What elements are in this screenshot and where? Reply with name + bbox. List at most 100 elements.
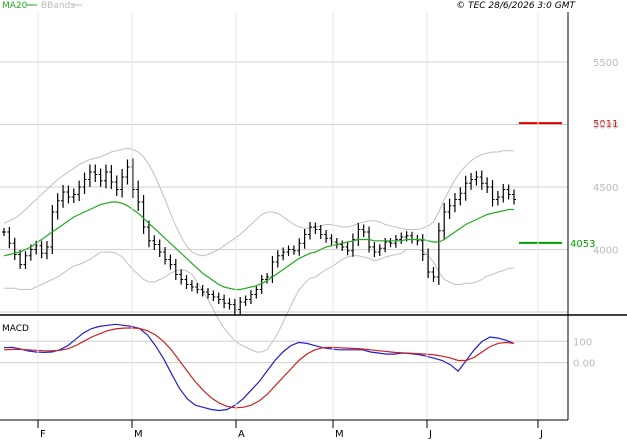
macd-title: MACD (2, 324, 29, 334)
ohlc-bar (157, 239, 162, 257)
ohlc-bar (377, 244, 382, 256)
ohlc-bar (270, 256, 275, 283)
ohlc-bar (87, 164, 92, 187)
ohlc-bar (479, 170, 484, 190)
ohlc-bar (361, 224, 366, 237)
ohlc-bar (490, 180, 495, 207)
ohlc-bar (136, 180, 141, 211)
ohlc-bar (39, 240, 44, 259)
ohlc-bar (7, 227, 12, 249)
ohlc-bar (485, 177, 490, 193)
ma20-line (3, 201, 514, 291)
ohlc-bar (71, 188, 76, 203)
ohlc-bar (297, 238, 302, 256)
ohlc-bar (120, 169, 125, 198)
ohlc-bar (227, 298, 232, 310)
ohlc-bar (222, 294, 227, 309)
ohlc-bar (179, 269, 184, 285)
ohlc-bar (184, 275, 189, 289)
ohlc-bar (281, 247, 286, 261)
ohlc-bar (206, 288, 210, 299)
ma20-path (3, 201, 514, 291)
ohlc-bar (463, 175, 468, 201)
macd-axis: 100 0.00 (573, 337, 595, 369)
bband-lower (4, 249, 514, 353)
ohlc-bar (173, 259, 178, 280)
price-tick-label: 4000 (593, 246, 618, 257)
ohlc-bar (211, 290, 216, 301)
ohlc-bar (275, 250, 280, 268)
ohlc-bar (259, 275, 264, 294)
ohlc-bar (130, 158, 135, 198)
ohlc-bar (265, 273, 270, 284)
ohlc-bar (388, 238, 393, 248)
macd-line (3, 323, 515, 412)
ohlc-bar (334, 238, 339, 249)
ohlc-bar (350, 233, 355, 257)
ohlc-bar (442, 203, 447, 240)
ohlc-bar (44, 241, 49, 260)
ohlc-bar (238, 297, 243, 315)
ohlc-bar (469, 173, 474, 190)
ohlc-bar (243, 295, 248, 306)
price-tick-label: 4500 (593, 183, 618, 194)
ohlc-bar (415, 235, 420, 246)
time-tick-label: A (238, 429, 245, 440)
legend-bbands: BBands (41, 1, 75, 11)
ohlc-bar (506, 184, 511, 200)
ohlc-bar (152, 235, 157, 250)
ohlc-bar (2, 228, 6, 236)
ohlc-bar (125, 159, 130, 185)
ohlc-bar (77, 180, 82, 201)
price-tick-label: 5500 (593, 58, 618, 69)
ohlc-bar (216, 292, 221, 304)
price-axis: 5500 5000 4500 4000 (593, 58, 618, 257)
ohlc-bar (61, 185, 66, 208)
time-tick-label: M (134, 429, 143, 440)
price-grid (0, 61, 568, 313)
ohlc-bars (2, 158, 516, 315)
ohlc-bar (410, 231, 414, 244)
ohlc-bar (50, 205, 55, 254)
ohlc-bar (98, 168, 103, 187)
ohlc-bar (318, 225, 323, 239)
bband-upper (3, 147, 514, 257)
ohlc-bar (82, 172, 87, 194)
ohlc-bar (163, 247, 168, 265)
ohlc-bar (168, 254, 173, 270)
ohlc-bar (399, 232, 404, 244)
ohlc-bar (372, 242, 377, 257)
ohlc-bar (23, 251, 28, 269)
ohlc-bar (66, 185, 71, 204)
ohlc-bar (308, 222, 312, 240)
ohlc-bar (195, 283, 200, 294)
ohlc-bar (447, 198, 452, 219)
ohlc-bar (458, 187, 463, 206)
macd-grid (0, 340, 568, 364)
ohlc-bar (501, 184, 506, 203)
ohlc-bar (104, 164, 108, 189)
ohlc-bar (141, 195, 146, 234)
ohlc-bar (109, 165, 114, 189)
ohlc-bar (254, 285, 259, 299)
ohlc-bar (313, 222, 318, 234)
ohlc-bar (356, 223, 361, 246)
price-tick-label: 5000 (593, 121, 618, 132)
ohlc-bar (146, 220, 151, 248)
ohlc-bar (248, 290, 253, 304)
ohlc-bar (55, 193, 60, 220)
time-tick-label: J (428, 429, 432, 440)
ohlc-bar (114, 175, 119, 196)
resistance-label: 5011 (593, 119, 618, 130)
ohlc-bar (474, 171, 479, 186)
ohlc-bar (340, 240, 345, 251)
time-tick-label: J (539, 429, 543, 440)
support-resistance-levels: 5011 4053 (519, 119, 618, 250)
time-tick-label: M (335, 429, 344, 440)
ohlc-bar (420, 234, 425, 261)
ohlc-bar (189, 280, 194, 292)
time-tick-label: F (40, 429, 46, 440)
